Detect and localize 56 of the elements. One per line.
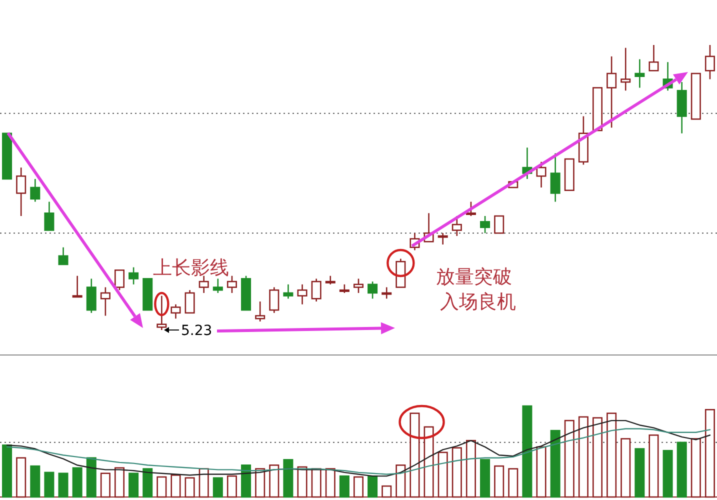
bar (212, 477, 223, 498)
candlestick (368, 280, 378, 300)
candlestick (536, 161, 546, 188)
candlestick (16, 166, 26, 217)
annotation: 放量突破 (436, 266, 512, 288)
candlestick (466, 201, 476, 217)
bar (676, 442, 687, 498)
bar (128, 472, 139, 498)
candlestick (72, 275, 82, 298)
candlestick (283, 284, 294, 300)
bar (241, 464, 252, 498)
bar (30, 465, 40, 498)
candlestick (30, 178, 40, 202)
candlestick (58, 246, 68, 266)
candlestick (255, 300, 266, 322)
bar (550, 430, 560, 498)
annotation: 入场良机 (440, 291, 516, 313)
bar (58, 472, 68, 498)
bar (142, 468, 153, 498)
candlestick (86, 278, 96, 314)
candlestick (297, 284, 308, 305)
candlestick (438, 232, 448, 246)
bar (522, 405, 532, 498)
candlestick (44, 201, 54, 231)
bar (368, 475, 378, 498)
bar (634, 448, 645, 498)
bar (283, 459, 294, 498)
candlestick (212, 278, 223, 294)
bar (86, 457, 96, 498)
candlestick (480, 215, 490, 234)
candlestick (311, 278, 322, 302)
candlestick (226, 275, 237, 294)
candlestick (648, 44, 659, 72)
candlestick (128, 266, 139, 286)
candlestick (634, 58, 645, 88)
bar (662, 450, 673, 498)
candlestick (353, 278, 364, 294)
candlestick (550, 152, 560, 202)
bar (72, 467, 82, 498)
candlestick (704, 44, 715, 80)
bar (44, 472, 54, 498)
bar (2, 444, 12, 498)
candlestick (114, 270, 125, 291)
candlestick (494, 215, 504, 234)
candlestick (198, 275, 209, 294)
candlestick (100, 286, 110, 316)
candlestick (184, 289, 195, 314)
candlestick (606, 56, 617, 128)
bar (480, 459, 490, 498)
candlestick (382, 286, 392, 300)
annotation: 上长影线 (153, 257, 229, 279)
candlestick (269, 286, 280, 314)
candlestick (170, 304, 181, 320)
annotation: 5.23 (181, 323, 212, 339)
bar (339, 475, 350, 498)
candlestick (620, 47, 631, 92)
